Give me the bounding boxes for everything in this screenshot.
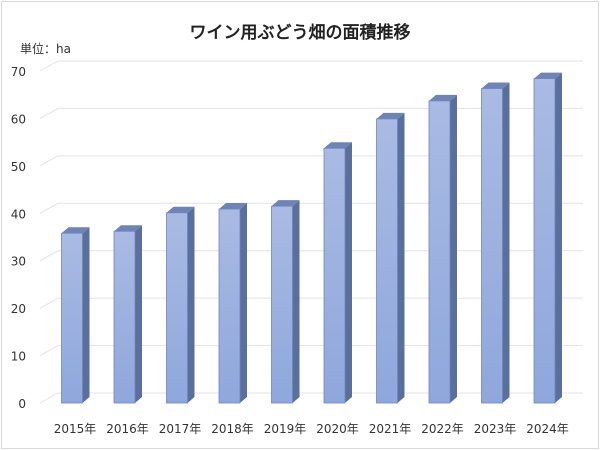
bar — [481, 88, 503, 404]
x-tick-label: 2016年 — [106, 422, 149, 436]
bar-top — [376, 112, 405, 119]
gridline-depth — [39, 107, 59, 119]
x-tick-label: 2017年 — [159, 422, 202, 436]
bar — [113, 230, 136, 404]
chart-title: ワイン用ぶどう畑の面積推移 — [189, 23, 411, 43]
gridline-depth — [39, 392, 59, 404]
bar-top — [219, 203, 247, 210]
x-tick-label: 2018年 — [211, 422, 254, 436]
x-tick-label: 2020年 — [316, 422, 359, 436]
bar — [428, 100, 451, 404]
y-tick-label: 40 — [11, 207, 26, 221]
bar-side — [450, 94, 457, 403]
x-tick-label: 2023年 — [474, 422, 517, 436]
y-tick-label: 30 — [11, 255, 26, 269]
bar-side — [502, 82, 510, 403]
bar-top — [534, 72, 562, 79]
y-tick-label: 10 — [11, 350, 26, 364]
bar-side — [555, 72, 562, 404]
x-tick-label: 2022年 — [421, 422, 464, 436]
bar — [166, 212, 188, 404]
bar-side — [397, 112, 405, 403]
y-tick-label: 60 — [11, 112, 26, 126]
bar — [271, 205, 293, 404]
gridline-depth — [39, 202, 59, 214]
bar — [323, 147, 346, 404]
gridline-depth — [39, 155, 59, 167]
bar-side — [187, 206, 195, 403]
y-tick-label: 0 — [18, 397, 26, 411]
gridline-depth — [39, 250, 59, 262]
bar-side — [292, 200, 300, 403]
bar-side — [345, 142, 352, 403]
bar — [533, 78, 556, 404]
bar — [376, 118, 398, 404]
bar-top — [429, 94, 457, 101]
unit-label: 単位：ha — [20, 42, 71, 56]
bar-top — [166, 206, 195, 213]
bar-side — [240, 203, 247, 403]
bar — [61, 232, 83, 404]
y-tick-label: 20 — [11, 302, 26, 316]
gridline-depth — [39, 297, 59, 309]
x-tick-label: 2021年 — [369, 422, 412, 436]
bar-top — [114, 225, 142, 232]
bar — [218, 208, 241, 404]
y-tick-label: 50 — [11, 160, 26, 174]
x-tick-label: 2019年 — [264, 422, 307, 436]
bar-side — [82, 227, 90, 403]
gridline-depth — [39, 60, 59, 72]
bar-top — [61, 227, 90, 234]
bar-top — [324, 142, 352, 149]
bar-top — [271, 200, 300, 207]
gridline-depth — [39, 345, 59, 357]
x-tick-label: 2015年 — [54, 422, 97, 436]
y-tick-label: 70 — [11, 65, 26, 79]
x-tick-label: 2024年 — [526, 422, 569, 436]
bar-side — [135, 225, 142, 403]
bar-top — [481, 82, 510, 89]
